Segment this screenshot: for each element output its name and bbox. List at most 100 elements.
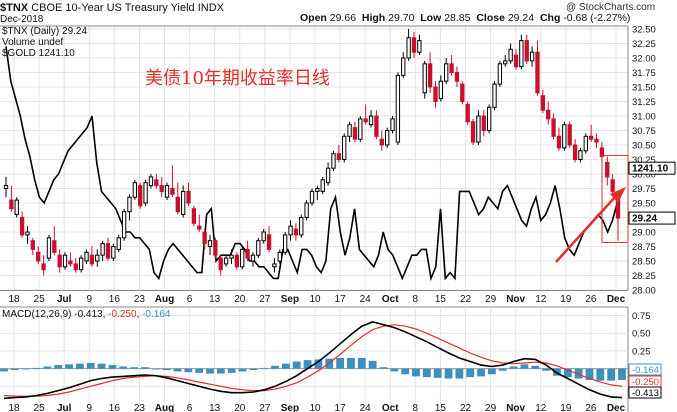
x-tick-label-macd: 9 — [86, 403, 92, 412]
macd-hist-bar — [618, 368, 626, 380]
candle-body — [465, 103, 470, 123]
candle-body — [476, 115, 481, 143]
macd-hist-bar — [54, 365, 63, 369]
y-tick-label: 30.00 — [632, 170, 656, 181]
candle — [535, 40, 540, 96]
x-tick-label-macd: 24 — [360, 403, 372, 412]
macd-hist-bar — [151, 368, 160, 370]
candle — [309, 188, 315, 206]
macd-hist-bar — [173, 368, 182, 372]
candle — [57, 249, 62, 273]
candle — [513, 49, 519, 70]
gold-line — [5, 46, 623, 282]
candle-body — [148, 176, 154, 187]
candle — [384, 127, 390, 148]
candle-body — [127, 196, 132, 213]
candle-body — [245, 248, 250, 259]
x-tick-label: Sep — [281, 294, 299, 305]
quote-summary: Open 29.66 High 29.70 Low 28.85 Close 29… — [300, 12, 630, 24]
candle — [401, 52, 406, 79]
candle-body — [336, 153, 342, 160]
candle — [256, 237, 261, 259]
macd-hist-bar — [86, 362, 95, 369]
candle — [282, 232, 288, 256]
candle — [524, 34, 529, 64]
macd-hist-bar — [390, 368, 399, 372]
candle — [46, 234, 52, 261]
candle-body — [503, 60, 508, 65]
x-tick-label: 16 — [109, 294, 121, 305]
candle-body — [159, 185, 164, 192]
candle — [470, 118, 476, 145]
candle-body — [562, 124, 567, 149]
x-tick-label-macd: 16 — [109, 403, 121, 412]
candle-body — [497, 63, 503, 85]
candle-body — [379, 138, 384, 146]
x-tick-label: 15 — [435, 294, 447, 305]
candle — [293, 223, 299, 241]
macd-hist-bar — [401, 368, 410, 375]
macd-hist-bar — [238, 368, 247, 372]
candle — [325, 162, 331, 186]
candle-body — [368, 115, 374, 126]
x-tick-label-macd: Dec — [607, 403, 626, 412]
x-tick-label: 18 — [8, 294, 20, 305]
candle — [594, 133, 599, 148]
candle-body — [390, 118, 395, 132]
x-tick-label-macd: 25 — [34, 403, 46, 412]
x-tick-label: 19 — [560, 294, 572, 305]
candle — [41, 255, 46, 276]
exchange-label: INDX — [197, 2, 224, 14]
candle-body — [89, 254, 95, 265]
y-tick-label: 28.50 — [632, 257, 656, 268]
candle — [374, 110, 379, 140]
macd-legend-signal: -0.250 — [108, 309, 137, 320]
legend-gold: $GOLD 1241.10 — [2, 48, 75, 59]
candle — [14, 197, 19, 218]
candle — [454, 66, 460, 87]
candle — [148, 174, 154, 189]
candle-body — [535, 51, 540, 94]
candle-body — [481, 115, 486, 131]
candle — [363, 104, 368, 125]
candle-body — [572, 144, 578, 160]
y-tick-label: 29.00 — [632, 228, 656, 239]
x-tick-label: Oct — [382, 294, 399, 305]
candle-body — [454, 72, 460, 82]
candle — [132, 179, 138, 201]
annotation-arrow-shaft — [555, 195, 617, 263]
candle — [68, 252, 73, 267]
candle — [25, 226, 30, 244]
macd-hist-bar — [357, 358, 366, 369]
macd-hist-bar — [531, 365, 540, 369]
y-tick-label: 31.25 — [632, 97, 656, 108]
candle-body — [449, 63, 454, 73]
candle — [422, 60, 427, 99]
candlestick-series — [3, 29, 621, 276]
x-tick-label-macd: Nov — [506, 403, 525, 412]
macd-hist-bar — [206, 368, 214, 374]
candle — [191, 205, 197, 227]
candle — [358, 116, 363, 143]
x-tick-label: Dec — [607, 294, 626, 305]
macd-hist-bar — [314, 359, 323, 369]
high-value: 29.70 — [388, 12, 415, 24]
macd-lines — [3, 321, 623, 400]
macd-histogram — [0, 358, 626, 381]
candle-body — [299, 217, 304, 236]
chart-date: Dec-2018 — [0, 14, 44, 25]
candle-body — [325, 167, 331, 184]
legend-volume: Volume undef — [2, 37, 64, 48]
candle — [207, 234, 213, 256]
candle-body — [223, 257, 229, 265]
candle-body — [41, 263, 46, 271]
candle — [583, 133, 588, 154]
macd-hist-bar — [119, 366, 128, 369]
low-value: 28.85 — [444, 12, 471, 24]
macd-hist-bar — [281, 363, 290, 369]
macd-hist-bar — [455, 368, 464, 379]
x-tick-label-macd: 6 — [187, 403, 193, 412]
macd-hist-bar — [347, 358, 355, 369]
candle-body — [422, 63, 427, 94]
